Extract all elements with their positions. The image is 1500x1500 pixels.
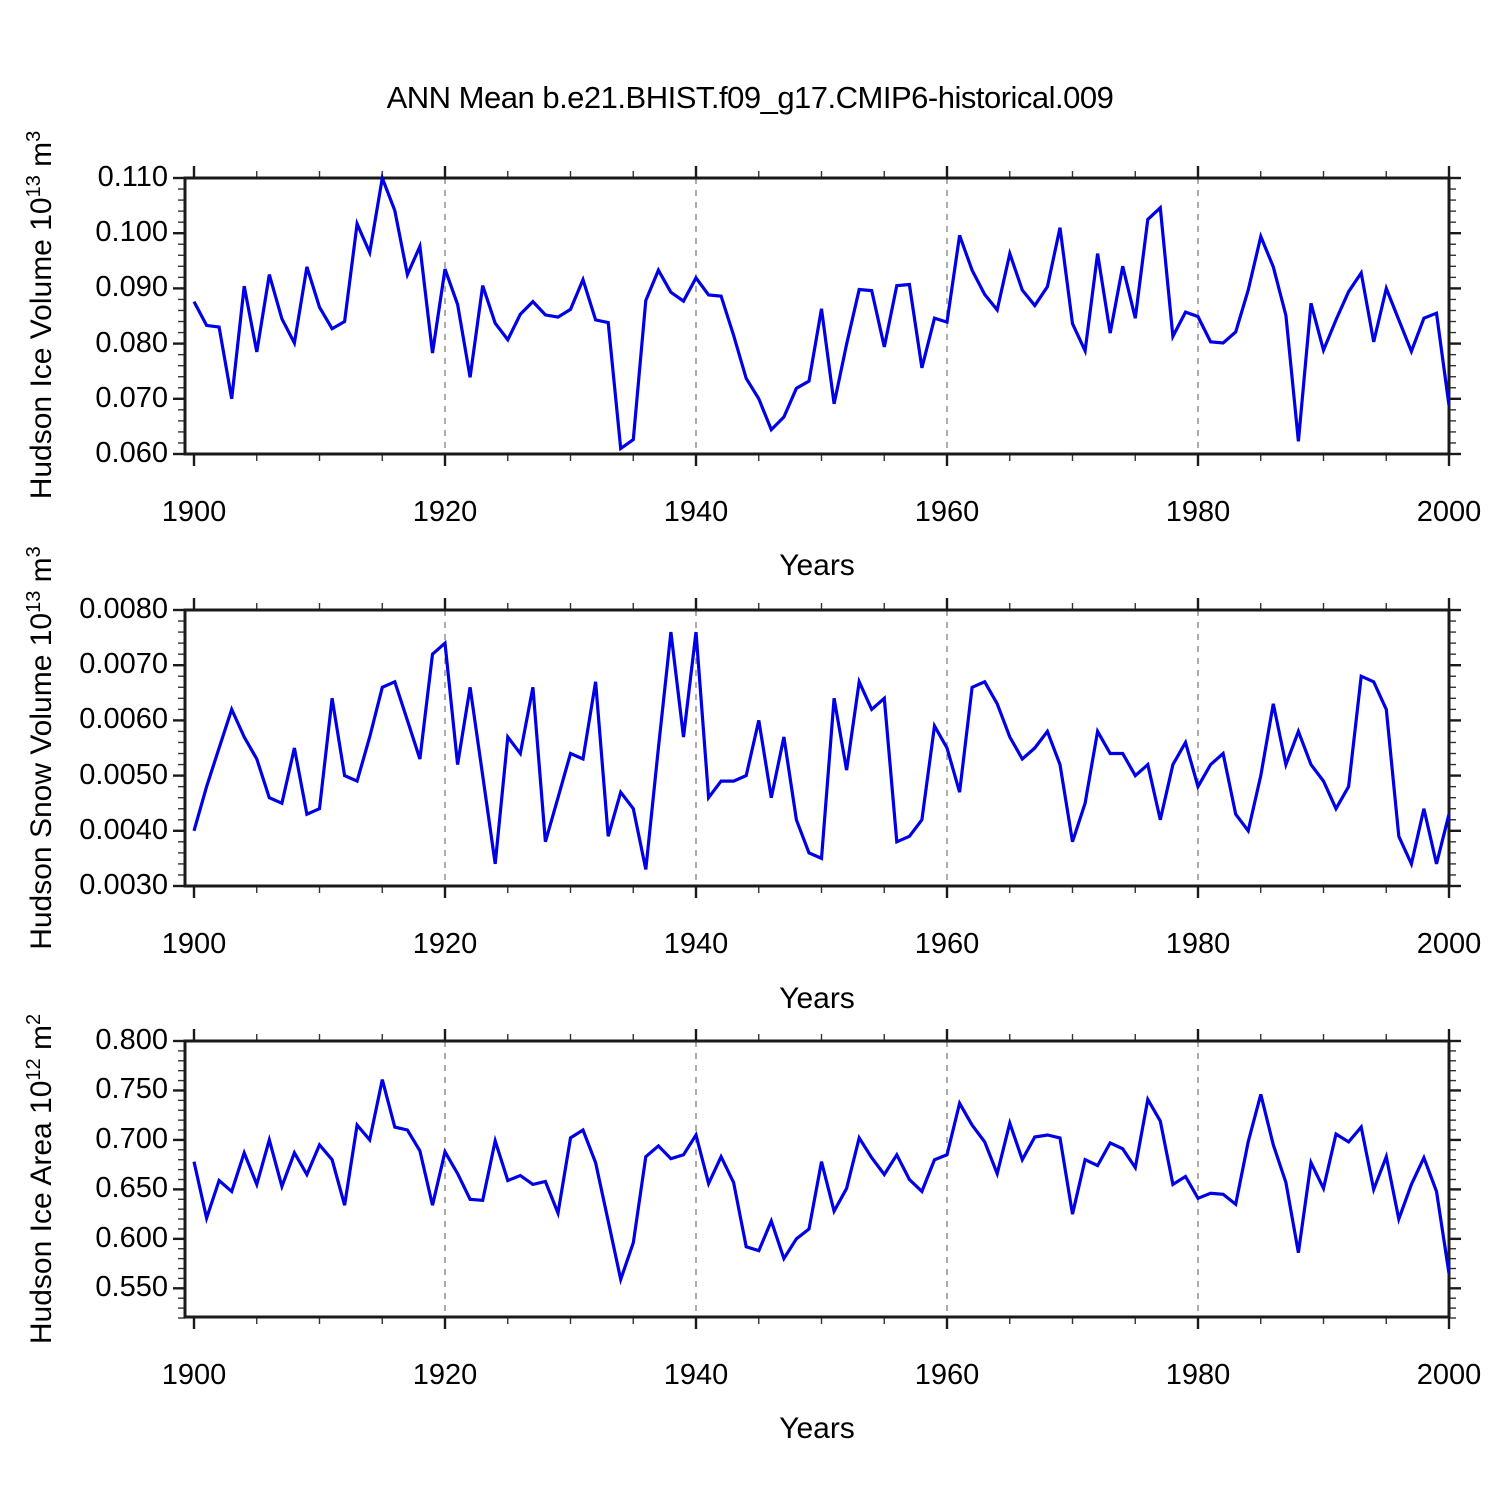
- y-tick-label: 0.0070: [79, 648, 168, 681]
- y-tick-label: 0.110: [97, 161, 168, 193]
- x-tick-label: 1960: [914, 496, 980, 528]
- y-axis-title-text: m: [25, 557, 58, 591]
- y-tick-label: 0.100: [95, 216, 168, 249]
- y-tick-label: 0.650: [95, 1172, 168, 1205]
- plot-box: [183, 608, 1451, 888]
- y-tick-label: 0.0030: [79, 869, 168, 901]
- y-tick-label: 0.750: [95, 1073, 168, 1106]
- x-tick-label: 1960: [914, 928, 980, 960]
- y-tick-label: 0.800: [95, 1024, 168, 1056]
- x-tick-label: 2000: [1416, 928, 1482, 960]
- y-tick-label: 0.550: [95, 1271, 168, 1304]
- series-line-hudson-ice-area: [192, 1079, 1451, 1286]
- y-tick-label: 0.080: [95, 326, 168, 359]
- x-tick-label: 2000: [1416, 496, 1482, 528]
- y-tick-label: 0.0040: [79, 813, 168, 846]
- y-tick-label: 0.600: [95, 1221, 168, 1254]
- y-tick-label: 0.0060: [79, 703, 168, 736]
- y-axis-title-superscript: 3: [23, 546, 45, 558]
- plot-box: [183, 176, 1451, 456]
- y-tick-label: 0.090: [95, 271, 168, 304]
- y-tick-label: 0.0080: [79, 593, 168, 625]
- y-tick-label: 0.070: [95, 381, 168, 414]
- x-tick-label: 1900: [161, 928, 227, 960]
- x-tick-label: 1980: [1165, 1359, 1231, 1391]
- series-line-hudson-ice-volume: [192, 171, 1451, 452]
- x-tick-label: 1920: [412, 496, 478, 528]
- x-tick-label: 1940: [663, 1359, 729, 1391]
- x-tick-label: 1920: [412, 1359, 478, 1391]
- y-axis-title-superscript: 3: [23, 130, 45, 142]
- figure-title: ANN Mean b.e21.BHIST.f09_g17.CMIP6-histo…: [386, 80, 1114, 115]
- series-line-hudson-snow-volume: [192, 631, 1451, 870]
- x-tick-label: 1980: [1165, 928, 1231, 960]
- y-tick-label: 0.060: [95, 437, 168, 469]
- x-axis-title-snow-volume: Years: [779, 982, 855, 1015]
- y-axis-title-text: Hudson Ice Area 10: [25, 1080, 58, 1345]
- x-tick-label: 2000: [1416, 1359, 1482, 1391]
- x-axis-title-ice-volume: Years: [779, 549, 855, 582]
- x-tick-label: 1960: [914, 1359, 980, 1391]
- x-tick-label: 1900: [161, 1359, 227, 1391]
- x-tick-label: 1920: [412, 928, 478, 960]
- x-tick-label: 1900: [161, 496, 227, 528]
- x-tick-label: 1940: [663, 928, 729, 960]
- plot-box: [183, 1039, 1451, 1319]
- x-tick-label: 1980: [1165, 496, 1231, 528]
- x-axis-title-ice-area: Years: [779, 1412, 855, 1445]
- y-tick-label: 0.0050: [79, 758, 168, 791]
- y-tick-label: 0.700: [95, 1122, 168, 1155]
- x-tick-label: 1940: [663, 496, 729, 528]
